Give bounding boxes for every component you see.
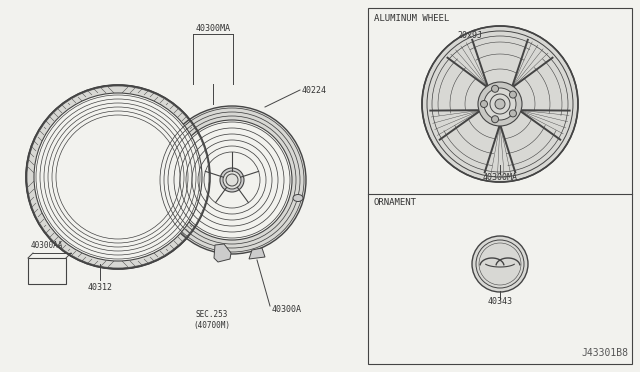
Circle shape bbox=[478, 82, 522, 126]
Ellipse shape bbox=[34, 93, 202, 261]
Ellipse shape bbox=[172, 120, 292, 240]
Circle shape bbox=[509, 110, 516, 117]
Text: J43301B8: J43301B8 bbox=[581, 348, 628, 358]
Text: 40300AA: 40300AA bbox=[31, 241, 63, 250]
Circle shape bbox=[484, 88, 516, 120]
Ellipse shape bbox=[220, 168, 244, 192]
Circle shape bbox=[492, 85, 499, 92]
Text: 40300MA: 40300MA bbox=[195, 23, 230, 32]
Text: ALUMINUM WHEEL: ALUMINUM WHEEL bbox=[374, 13, 449, 22]
Circle shape bbox=[509, 91, 516, 98]
Polygon shape bbox=[214, 244, 231, 262]
Circle shape bbox=[422, 26, 578, 182]
Text: 20x9J: 20x9J bbox=[458, 31, 483, 39]
Text: 40224: 40224 bbox=[302, 86, 327, 94]
Text: SEC.253
(40700M): SEC.253 (40700M) bbox=[193, 310, 230, 330]
Text: 40300MA: 40300MA bbox=[483, 173, 518, 182]
Ellipse shape bbox=[293, 195, 303, 202]
Ellipse shape bbox=[158, 106, 306, 254]
Text: ORNAMENT: ORNAMENT bbox=[374, 198, 417, 206]
Ellipse shape bbox=[223, 171, 241, 189]
Circle shape bbox=[481, 100, 488, 108]
Text: 40312: 40312 bbox=[88, 282, 113, 292]
Bar bbox=[368, 8, 632, 364]
Text: 40300A: 40300A bbox=[272, 305, 302, 314]
Circle shape bbox=[492, 116, 499, 123]
Circle shape bbox=[472, 236, 528, 292]
Circle shape bbox=[495, 99, 505, 109]
Text: 40343: 40343 bbox=[488, 298, 513, 307]
Bar bbox=[28, 258, 66, 284]
Ellipse shape bbox=[26, 85, 210, 269]
Polygon shape bbox=[249, 248, 265, 259]
